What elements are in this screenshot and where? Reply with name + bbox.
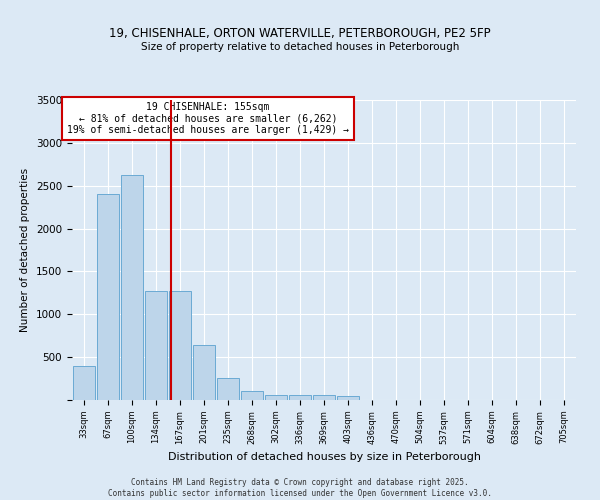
Bar xyxy=(121,176,143,400)
Bar xyxy=(169,291,191,400)
Bar xyxy=(241,392,263,400)
Bar xyxy=(193,345,215,400)
Bar xyxy=(313,396,335,400)
Bar xyxy=(73,366,95,400)
X-axis label: Distribution of detached houses by size in Peterborough: Distribution of detached houses by size … xyxy=(167,452,481,462)
Y-axis label: Number of detached properties: Number of detached properties xyxy=(20,168,31,332)
Bar xyxy=(265,396,287,400)
Bar xyxy=(217,378,239,400)
Bar xyxy=(145,291,167,400)
Text: Size of property relative to detached houses in Peterborough: Size of property relative to detached ho… xyxy=(141,42,459,52)
Text: Contains HM Land Registry data © Crown copyright and database right 2025.
Contai: Contains HM Land Registry data © Crown c… xyxy=(108,478,492,498)
Bar xyxy=(97,194,119,400)
Bar xyxy=(337,396,359,400)
Bar xyxy=(289,396,311,400)
Text: 19 CHISENHALE: 155sqm
← 81% of detached houses are smaller (6,262)
19% of semi-d: 19 CHISENHALE: 155sqm ← 81% of detached … xyxy=(67,102,349,134)
Text: 19, CHISENHALE, ORTON WATERVILLE, PETERBOROUGH, PE2 5FP: 19, CHISENHALE, ORTON WATERVILLE, PETERB… xyxy=(109,28,491,40)
